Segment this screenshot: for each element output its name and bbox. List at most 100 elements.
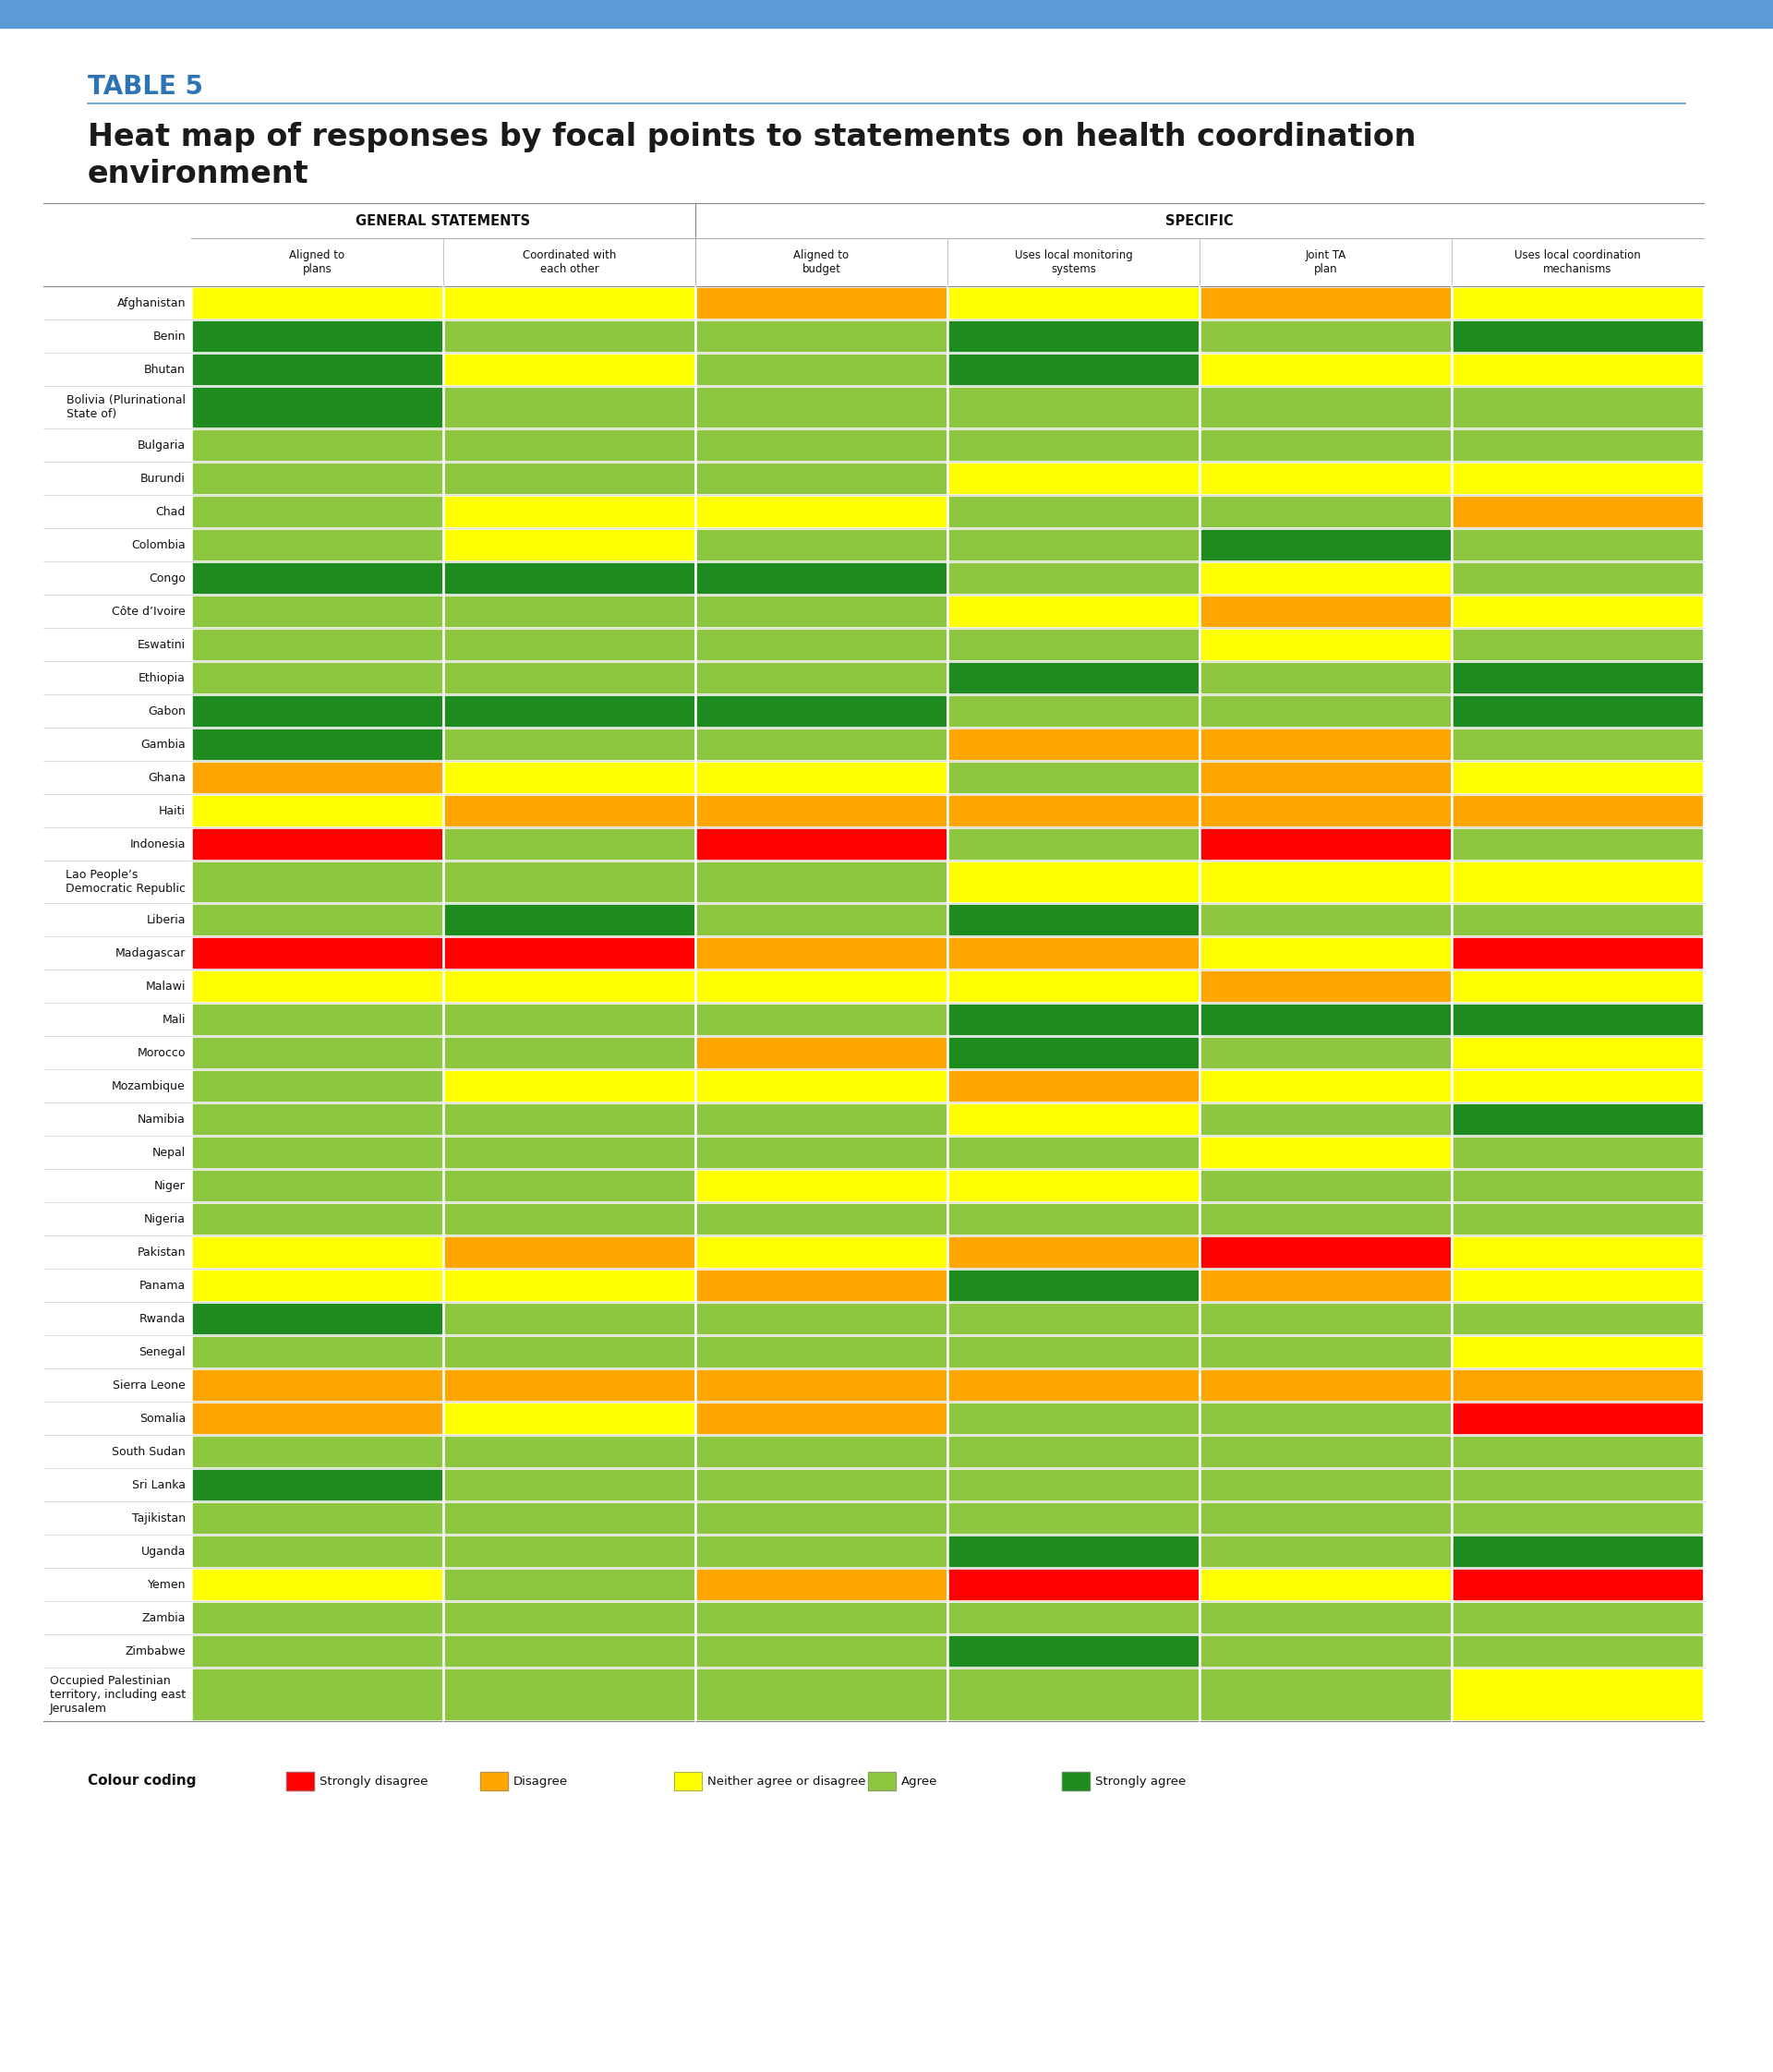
Bar [1454, 1237, 1702, 1266]
Bar [1454, 1403, 1702, 1434]
Text: Panama: Panama [140, 1278, 186, 1291]
Text: Colour coding: Colour coding [87, 1774, 197, 1788]
Bar [697, 1270, 945, 1299]
Bar [1454, 1171, 1702, 1200]
Bar [193, 387, 441, 427]
Bar [285, 1772, 314, 1790]
Bar [697, 530, 945, 559]
Bar [445, 354, 693, 383]
Bar [445, 663, 693, 692]
Bar [480, 1772, 507, 1790]
Text: Bhutan: Bhutan [144, 363, 186, 375]
Text: Sri Lanka: Sri Lanka [131, 1479, 186, 1490]
Bar [445, 729, 693, 758]
Bar [1454, 1038, 1702, 1067]
Bar [1202, 431, 1450, 460]
Bar [1454, 1071, 1702, 1100]
Bar [445, 796, 693, 825]
Bar [1202, 288, 1450, 317]
Bar [949, 696, 1199, 725]
Bar [697, 663, 945, 692]
Bar [193, 354, 441, 383]
Text: Nigeria: Nigeria [144, 1212, 186, 1225]
Text: Nepal: Nepal [152, 1146, 186, 1158]
Bar [193, 464, 441, 493]
Bar [1202, 1469, 1450, 1500]
Bar [1454, 321, 1702, 350]
Bar [193, 1469, 441, 1500]
Text: Uses local monitoring
systems: Uses local monitoring systems [1014, 249, 1133, 276]
Text: Benin: Benin [152, 329, 186, 342]
Bar [697, 1370, 945, 1401]
Bar [445, 1303, 693, 1332]
Bar [697, 829, 945, 858]
Bar [697, 1171, 945, 1200]
Bar [445, 905, 693, 934]
Bar [445, 321, 693, 350]
Bar [1454, 1336, 1702, 1368]
Bar [697, 564, 945, 593]
Bar [697, 1469, 945, 1500]
Bar [697, 1071, 945, 1100]
Bar [1202, 597, 1450, 626]
Bar [480, 1772, 507, 1790]
Bar [445, 1370, 693, 1401]
Bar [949, 1071, 1199, 1100]
Bar [697, 1436, 945, 1467]
Bar [1454, 1502, 1702, 1533]
Bar [445, 1336, 693, 1368]
Bar [697, 972, 945, 1001]
Bar [949, 431, 1199, 460]
Bar [1454, 1005, 1702, 1034]
Bar [445, 1637, 693, 1666]
Bar [697, 597, 945, 626]
Bar [445, 1038, 693, 1067]
Text: Ghana: Ghana [147, 771, 186, 783]
Bar [445, 972, 693, 1001]
Text: Disagree: Disagree [514, 1776, 567, 1788]
Bar [445, 1537, 693, 1566]
Bar [445, 1005, 693, 1034]
Bar [1062, 1772, 1090, 1790]
Bar [697, 354, 945, 383]
Bar [445, 1270, 693, 1299]
Bar [1202, 1270, 1450, 1299]
Bar [1454, 387, 1702, 427]
Bar [193, 1336, 441, 1368]
Bar [445, 564, 693, 593]
Text: Occupied Palestinian
territory, including east
Jerusalem: Occupied Palestinian territory, includin… [50, 1674, 186, 1714]
Text: Zambia: Zambia [142, 1612, 186, 1624]
Bar [193, 796, 441, 825]
Bar [1454, 1537, 1702, 1566]
Text: Madagascar: Madagascar [115, 947, 186, 959]
Bar [949, 1237, 1199, 1266]
Bar [193, 1204, 441, 1233]
Bar [697, 1336, 945, 1368]
Bar [445, 1237, 693, 1266]
Bar [697, 630, 945, 659]
Text: Eswatini: Eswatini [138, 638, 186, 651]
Bar [697, 696, 945, 725]
Bar [949, 288, 1199, 317]
Bar [1202, 564, 1450, 593]
Bar [1202, 1303, 1450, 1332]
Bar [949, 321, 1199, 350]
Bar [949, 1670, 1199, 1720]
Bar [193, 597, 441, 626]
Text: environment: environment [87, 160, 309, 189]
Bar [1454, 1270, 1702, 1299]
Bar [949, 939, 1199, 968]
Text: GENERAL STATEMENTS: GENERAL STATEMENTS [356, 213, 530, 228]
Text: Tajikistan: Tajikistan [131, 1513, 186, 1525]
Bar [445, 1670, 693, 1720]
Text: Yemen: Yemen [147, 1579, 186, 1591]
Bar [1454, 663, 1702, 692]
Bar [445, 862, 693, 901]
Bar [193, 862, 441, 901]
Text: Bulgaria: Bulgaria [138, 439, 186, 452]
Bar [193, 1270, 441, 1299]
Bar [193, 321, 441, 350]
Bar [1454, 1204, 1702, 1233]
Bar [1454, 905, 1702, 934]
Bar [1454, 1637, 1702, 1666]
